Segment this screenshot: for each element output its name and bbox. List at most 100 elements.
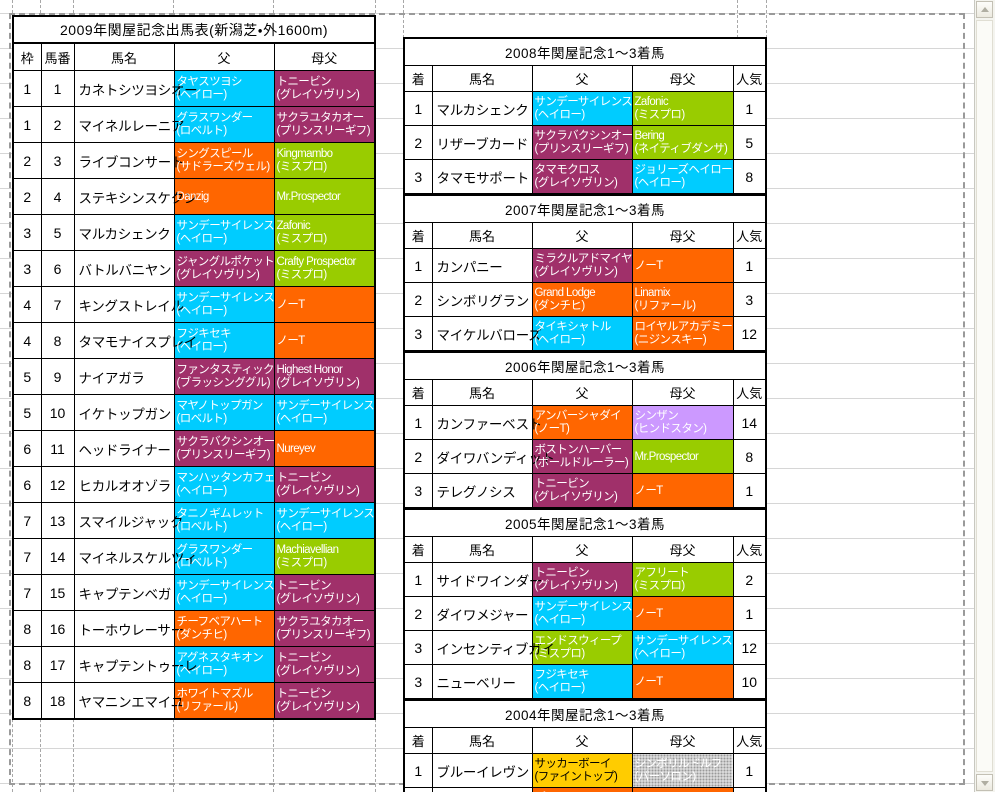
result-sire-line2: (ミスプロ): [534, 648, 586, 660]
table-row: 4 7 キングストレイル サンデーサイレンス (ヘイロー) ノーT: [12, 286, 377, 323]
entry-broodmare-sire-line2: (グレイソヴリン): [276, 485, 360, 497]
entry-sire-line2: (ロベルト): [176, 413, 228, 425]
entry-umaban: 14: [40, 538, 75, 575]
entry-umaban: 2: [40, 106, 75, 143]
entry-broodmare-sire-line1: ノーT: [276, 298, 306, 311]
result-table-header-row: 着馬名父母父 人気: [403, 65, 768, 92]
scroll-up-button[interactable]: [976, 1, 993, 18]
result-sire: アンバーシャダイ (ノーT): [531, 405, 633, 440]
column-header-sire: 父: [173, 42, 275, 71]
entry-horse-name: タマモナイスプレイ: [73, 322, 197, 359]
entry-umaban: 7: [40, 286, 75, 323]
entry-sire: ファンタスティックラ (ブラッシンググル): [173, 358, 275, 395]
entry-waku: 7: [12, 502, 42, 539]
entry-broodmare-sire-line2: (ヘイロー): [276, 521, 328, 533]
entry-sire: マンハッタンカフェ (ヘイロー): [173, 466, 275, 503]
result-table-header-row: 着馬名父母父 人気: [403, 727, 768, 754]
result-popularity: 10: [732, 787, 768, 792]
entry-horse-name: ライブコンサート: [73, 142, 184, 179]
table-row: 5 9 ナイアガラ ファンタスティックラ (ブラッシンググル) Highest Honor…: [12, 358, 377, 395]
entry-umaban: 17: [40, 646, 75, 683]
scroll-down-button[interactable]: [976, 774, 993, 791]
result-sire: Grand Lodge (ダンチヒ): [531, 282, 633, 317]
entry-broodmare-sire-line1: Highest Honor: [276, 364, 343, 377]
result-broodmare-sire: ノーT: [631, 664, 734, 700]
column-header-sire: 父: [531, 65, 633, 92]
entry-broodmare-sire-line2: (グレイソヴリン): [276, 701, 360, 713]
result-sire-line1: ボストンハーバー: [534, 444, 623, 457]
entry-broodmare-sire: トニービン (グレイソヴリン): [273, 466, 377, 503]
entry-broodmare-sire: ノーT: [273, 286, 377, 323]
entry-horse-name: マイネルレーニア: [73, 106, 184, 143]
result-popularity: 12: [732, 316, 768, 352]
result-sire-line1: サンデーサイレンス: [534, 96, 632, 109]
entry-horse-name: キャプテンベガ: [73, 574, 175, 611]
table-row: 3 5 マルカシェンク サンデーサイレンス (ヘイロー) Zafonic (ミスプロ): [12, 214, 377, 251]
entry-broodmare-sire-line1: Machiavellian: [276, 544, 339, 557]
result-sire-line2: (ファイントップ): [534, 771, 618, 783]
entry-broodmare-sire-line1: Mr.Prospector: [276, 190, 341, 203]
result-rank: 3: [403, 664, 433, 700]
result-sire: フジキセキ (ヘイロー): [531, 664, 633, 700]
result-broodmare-sire-line1: ノーT: [634, 607, 664, 620]
entry-waku: 4: [12, 286, 42, 323]
entry-horse-name: ヤマニンエマイユ: [73, 682, 184, 720]
result-horse-name: マイケルバローズ: [431, 316, 542, 352]
entry-broodmare-sire: サクラユタカオー (プリンスリーギフ): [273, 610, 377, 647]
entry-broodmare-sire-line2: (グレイソヴリン): [276, 665, 360, 677]
entry-broodmare-sire: Zafonic (ミスプロ): [273, 214, 377, 251]
entry-broodmare-sire-line1: Crafty Prospector: [276, 256, 357, 269]
result-rank: 3: [403, 630, 433, 665]
entry-sire-line2: (プリンスリーギフ): [176, 449, 271, 461]
entry-horse-name: ヒカルオオゾラ: [73, 466, 175, 503]
table-row: 3 テレグノシス トニービン (グレイソヴリン) ノーT 1: [403, 473, 768, 509]
entry-broodmare-sire-line1: トニービン: [276, 652, 332, 665]
result-sire-line2: (グレイソヴリン): [534, 266, 618, 278]
result-broodmare-sire: Linamix (リファール): [631, 282, 734, 317]
entry-sire-line1: マヤノトップガン: [176, 400, 264, 413]
entry-broodmare-sire-line1: トニービン: [276, 76, 332, 89]
entry-sire: マヤノトップガン (ロベルト): [173, 394, 275, 431]
entry-broodmare-sire-line1: Kingmambo: [276, 148, 334, 161]
result-sire-line1: アンバーシャダイ: [534, 410, 622, 423]
table-row: 1 ブルーイレヴン サッカーボーイ (ファイントップ) シンボリルドルフ (パーソロン) 1: [403, 753, 768, 788]
result-rank: 2: [403, 787, 433, 792]
result-table: 2008年関屋記念1～3着馬着馬名父母父 人気 1 マルカシェンク サンデーサイレンス(…: [402, 37, 768, 195]
result-sire: サッカーボーイ (ファイントップ): [531, 753, 633, 788]
result-popularity: 1: [732, 473, 768, 509]
column-header-popularity: 人気: [732, 536, 768, 563]
result-sire-line1: Grand Lodge: [534, 287, 596, 300]
result-rank: 1: [403, 753, 433, 788]
entry-waku: 3: [12, 214, 42, 251]
entry-broodmare-sire-line2: (グレイソヴリン): [276, 593, 360, 605]
entry-broodmare-sire: サンデーサイレンス (ヘイロー): [273, 502, 377, 539]
result-broodmare-sire-line1: Mr.Prospector: [634, 450, 699, 463]
entry-broodmare-sire-line2: (グレイソヴリン): [276, 89, 360, 101]
result-popularity: 8: [732, 439, 768, 474]
result-broodmare-sire: ノーT: [631, 596, 734, 631]
result-table-title: 2005年関屋記念1～3着馬: [402, 509, 768, 537]
result-rank: 3: [403, 473, 433, 509]
table-row: 1 マルカシェンク サンデーサイレンス (ヘイロー) Zafonic (ミスプロ) 1: [403, 91, 768, 126]
result-sire-line2: (グレイソヴリン): [534, 580, 618, 592]
column-header-popularity: 人気: [732, 65, 768, 92]
column-header-broodmare-sire: 母父: [631, 65, 734, 92]
result-table-header-row: 着馬名父母父 人気: [403, 379, 768, 406]
entry-table-title: 2009年関屋記念出馬表(新潟芝・外1600m): [11, 15, 377, 44]
column-header-sire: 父: [531, 536, 633, 563]
entry-umaban: 10: [40, 394, 75, 431]
result-broodmare-sire-line1: ノーT: [634, 259, 664, 272]
table-row: 2 リザーブカード サクラバクシンオー (プリンスリーギフ) Bering (ネイティブダ…: [403, 125, 768, 160]
vertical-scrollbar[interactable]: [974, 0, 995, 792]
entry-sire: ジャングルポケット (グレイソヴリン): [173, 250, 275, 287]
scrollbar-track[interactable]: [976, 20, 993, 772]
entry-sire: グラスワンダー (ロベルト): [173, 538, 275, 575]
entry-broodmare-sire-line2: (プリンスリーギフ): [276, 629, 371, 641]
result-sire-line1: トニービン: [534, 567, 590, 580]
entry-broodmare-sire: Nureyev: [273, 430, 377, 467]
entry-umaban: 1: [40, 70, 75, 107]
entry-sire-line1: アグネスタキオン: [176, 652, 264, 665]
result-table: 2007年関屋記念1～3着馬着馬名父母父 人気 1 カンパニー ミラクルアドマイヤ (グレ…: [402, 195, 768, 352]
table-row: 6 12 ヒカルオオゾラ マンハッタンカフェ (ヘイロー) トニービン (グレイソヴリン): [12, 466, 377, 503]
